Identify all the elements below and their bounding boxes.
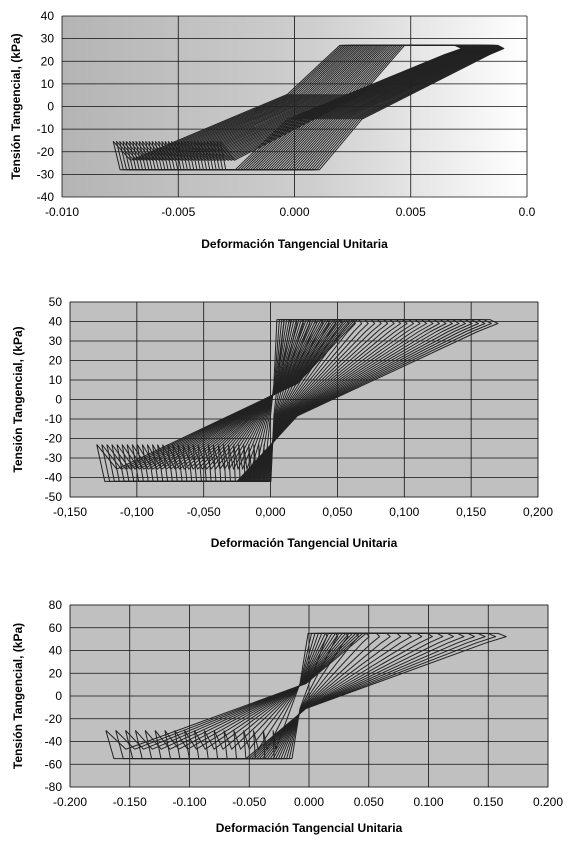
y-tick-label: -30: [45, 451, 63, 465]
y-tick-label: 0: [55, 393, 62, 407]
x-tick-label: 0,050: [322, 505, 352, 519]
y-tick-label: 80: [49, 598, 63, 612]
x-tick-label: 0,100: [389, 505, 419, 519]
y-tick-label: -30: [37, 167, 55, 181]
hysteresis-loops: [112, 44, 505, 171]
y-tick-label: 40: [41, 9, 55, 23]
x-tick-label: 0.100: [413, 795, 443, 809]
x-tick-label: 0.000: [294, 795, 324, 809]
hysteresis-loop: [105, 632, 507, 760]
y-tick-label: -40: [37, 190, 55, 204]
x-tick-label: -0.050: [232, 795, 266, 809]
x-tick-label: -0,100: [120, 505, 154, 519]
y-tick-label: 20: [49, 666, 63, 680]
y-tick-label: 10: [41, 77, 55, 91]
y-tick-label: 0: [55, 689, 62, 703]
hysteresis-chart-1: -0.010 -0.005 0.000 0.005 0.0 40 30 20 10 0 -10 -20…: [9, 9, 536, 251]
y-tick-label: -40: [45, 735, 63, 749]
x-tick-label: 0.005: [396, 205, 426, 219]
y-tick-label: 30: [49, 334, 63, 348]
hysteresis-chart-3: -0.200 -0.150 -0.100 -0.050 0.000 0.050 0.100 0…: [11, 598, 563, 835]
x-tick-label: 0.000: [279, 205, 309, 219]
y-tick-label: -80: [45, 780, 63, 794]
y-tick-label: -20: [45, 432, 63, 446]
y-tick-label: -20: [45, 712, 63, 726]
hysteresis-loops: [96, 319, 499, 482]
x-tick-label: 0.150: [473, 795, 503, 809]
x-tick-label: 0.0: [519, 205, 536, 219]
y-tick-label: -60: [45, 757, 63, 771]
y-tick-label: 40: [49, 315, 63, 329]
y-tick-label: 30: [41, 32, 55, 46]
hysteresis-loop: [96, 319, 499, 482]
y-axis-label: Tensión Tangencial, (kPa): [9, 33, 23, 179]
x-tick-label: -0,150: [53, 505, 87, 519]
y-tick-label: 20: [41, 54, 55, 68]
y-tick-label: 60: [49, 621, 63, 635]
y-tick-label: 20: [49, 354, 63, 368]
y-tick-label: -20: [37, 145, 55, 159]
y-tick-label: 10: [49, 373, 63, 387]
x-tick-label: -0.200: [53, 795, 87, 809]
x-tick-label: 0,150: [456, 505, 486, 519]
x-tick-label: -0.005: [161, 205, 195, 219]
x-tick-label: -0.150: [113, 795, 147, 809]
hysteresis-loop: [112, 44, 463, 171]
x-tick-label: 0,200: [523, 505, 553, 519]
y-tick-label: -40: [45, 471, 63, 485]
x-tick-label: 0,000: [256, 505, 286, 519]
y-tick-label: 50: [49, 295, 63, 309]
y-tick-label: -50: [45, 490, 63, 504]
y-tick-label: -10: [37, 122, 55, 136]
y-tick-label: 0: [47, 100, 54, 114]
x-tick-label: -0.100: [172, 795, 206, 809]
x-axis-label: Deformación Tangencial Unitaria: [216, 821, 403, 835]
y-tick-label: -10: [45, 412, 63, 426]
x-tick-label: 0.050: [354, 795, 384, 809]
hysteresis-chart-2: -0,150 -0,100 -0,050 0,000 0,050 0,100 0,150 0,…: [11, 295, 553, 550]
y-tick-label: 40: [49, 644, 63, 658]
x-axis-label: Deformación Tangencial Unitaria: [211, 536, 398, 550]
x-tick-label: -0.010: [45, 205, 79, 219]
x-axis-label: Deformación Tangencial Unitaria: [201, 237, 388, 251]
hysteresis-loops: [105, 632, 507, 760]
x-tick-label: -0,050: [187, 505, 221, 519]
y-axis-label: Tensión Tangencial, (kPa): [11, 326, 25, 472]
y-axis-label: Tensión Tangencial, (kPa): [11, 623, 25, 769]
x-tick-label: 0.200: [533, 795, 563, 809]
